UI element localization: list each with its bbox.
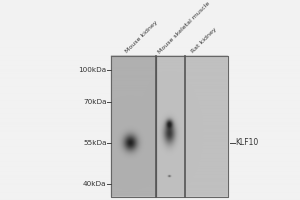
Text: 55kDa: 55kDa (83, 140, 106, 146)
Text: 40kDa: 40kDa (83, 181, 106, 187)
Text: KLF10: KLF10 (236, 138, 259, 147)
Text: Mouse kidney: Mouse kidney (124, 20, 158, 54)
Text: Mouse skeletal muscle: Mouse skeletal muscle (157, 0, 211, 54)
Text: 70kDa: 70kDa (83, 99, 106, 105)
Text: 100kDa: 100kDa (78, 67, 106, 73)
Text: Rat kidney: Rat kidney (190, 27, 217, 54)
